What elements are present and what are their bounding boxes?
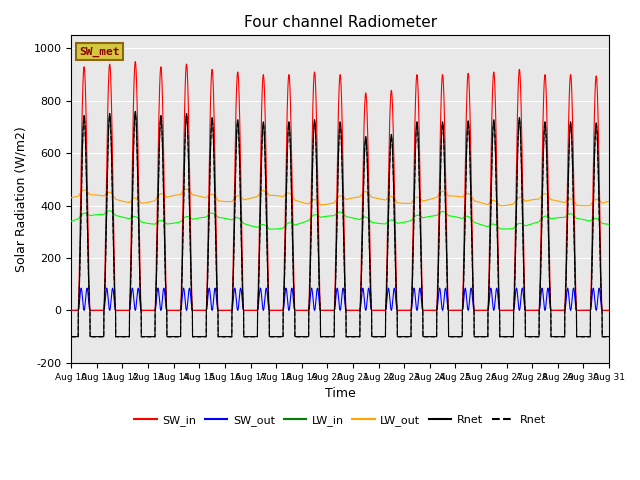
LW_out bbox=[212, 194, 220, 200]
Y-axis label: Solar Radiation (W/m2): Solar Radiation (W/m2) bbox=[15, 126, 28, 272]
SW_out bbox=[212, 288, 220, 294]
SW_in bbox=[413, 74, 420, 80]
Rnet bbox=[212, 239, 220, 244]
Rnet bbox=[131, 111, 139, 117]
SW_out bbox=[67, 308, 75, 313]
Rnet bbox=[221, 334, 228, 339]
SW_in bbox=[67, 308, 75, 313]
LW_in bbox=[106, 208, 113, 214]
Rnet bbox=[140, 334, 148, 340]
LW_in bbox=[140, 220, 148, 226]
SW_in bbox=[605, 308, 613, 313]
SW_out bbox=[140, 308, 148, 313]
LW_out bbox=[67, 195, 75, 201]
Rnet bbox=[605, 334, 613, 339]
Line: Rnet: Rnet bbox=[71, 111, 609, 336]
LW_out bbox=[496, 203, 504, 209]
LW_out bbox=[471, 198, 479, 204]
LW_in bbox=[605, 221, 613, 227]
LW_in bbox=[472, 220, 479, 226]
LW_in bbox=[80, 210, 88, 216]
Text: SW_met: SW_met bbox=[79, 47, 120, 57]
Rnet bbox=[67, 334, 75, 339]
SW_out bbox=[221, 308, 228, 313]
LW_out bbox=[182, 186, 190, 192]
Rnet bbox=[605, 334, 613, 340]
LW_in bbox=[212, 212, 220, 218]
Line: LW_in: LW_in bbox=[71, 211, 609, 229]
Legend: SW_in, SW_out, LW_in, LW_out, Rnet, Rnet: SW_in, SW_out, LW_in, LW_out, Rnet, Rnet bbox=[130, 411, 550, 431]
Rnet bbox=[413, 121, 420, 127]
Line: SW_in: SW_in bbox=[71, 61, 609, 311]
SW_out bbox=[605, 308, 613, 313]
X-axis label: Time: Time bbox=[324, 387, 355, 400]
Rnet bbox=[221, 334, 228, 340]
Rnet bbox=[212, 240, 220, 246]
LW_out bbox=[413, 194, 420, 200]
SW_in bbox=[131, 59, 139, 64]
SW_in bbox=[80, 64, 88, 70]
Rnet bbox=[413, 124, 420, 130]
SW_in bbox=[471, 308, 479, 313]
SW_in bbox=[140, 308, 148, 313]
LW_out bbox=[605, 198, 613, 204]
Line: SW_out: SW_out bbox=[71, 288, 609, 311]
Rnet bbox=[471, 334, 479, 339]
SW_out bbox=[413, 306, 420, 312]
Rnet bbox=[67, 334, 75, 340]
Line: LW_out: LW_out bbox=[71, 189, 609, 206]
Title: Four channel Radiometer: Four channel Radiometer bbox=[244, 15, 436, 30]
Rnet bbox=[131, 108, 139, 114]
LW_in bbox=[413, 213, 420, 218]
Rnet bbox=[80, 116, 88, 121]
LW_out bbox=[221, 199, 228, 204]
LW_out bbox=[140, 200, 148, 206]
SW_in bbox=[221, 308, 228, 313]
SW_out bbox=[80, 307, 88, 313]
SW_out bbox=[471, 308, 479, 313]
Rnet bbox=[140, 334, 148, 339]
Rnet bbox=[471, 334, 479, 340]
LW_in bbox=[268, 226, 276, 232]
LW_out bbox=[80, 187, 88, 193]
Line: Rnet: Rnet bbox=[71, 114, 609, 337]
SW_in bbox=[212, 205, 220, 211]
SW_out bbox=[186, 285, 193, 291]
LW_in bbox=[67, 218, 75, 224]
LW_in bbox=[221, 216, 228, 221]
Rnet bbox=[80, 113, 88, 119]
